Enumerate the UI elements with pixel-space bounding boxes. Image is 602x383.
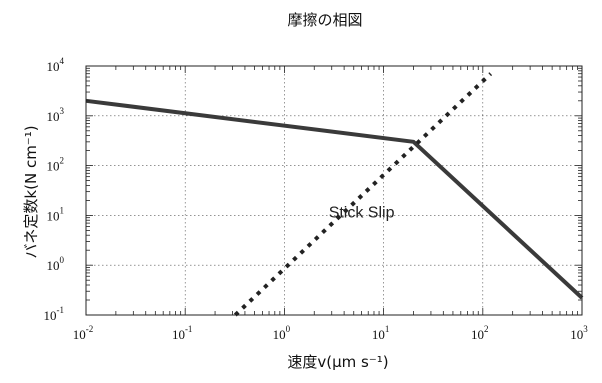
x-tick-label: 103 xyxy=(570,324,588,342)
x-tick-labels: 10-2 10-1 100 101 102 103 xyxy=(73,324,589,342)
y-tick-labels: 10-1 100 101 102 103 104 xyxy=(44,56,65,323)
x-tick-label: 100 xyxy=(273,324,291,342)
x-tick-label: 102 xyxy=(471,324,489,342)
y-tick-label: 102 xyxy=(47,156,65,174)
stick-slip-annotation: Stick Slip xyxy=(329,205,395,222)
y-tick-label: 100 xyxy=(47,255,65,273)
plot-background xyxy=(86,66,582,315)
chart-title: 摩擦の相図 xyxy=(287,11,362,29)
y-tick-label: 101 xyxy=(47,205,65,223)
minor-ticks xyxy=(85,66,582,316)
y-tick-label: 10-1 xyxy=(44,305,65,323)
y-tick-label: 103 xyxy=(47,106,65,124)
stick-slip-boundary-dotted-line xyxy=(233,72,493,317)
x-tick-label: 10-2 xyxy=(73,324,94,342)
y-tick-label: 104 xyxy=(47,56,65,74)
plot-area xyxy=(85,65,584,317)
x-tick-label: 101 xyxy=(372,324,390,342)
x-tick-label: 10-1 xyxy=(172,324,193,342)
y-axis-title: バネ定数k(N cm⁻¹) xyxy=(22,125,40,258)
plot-frame xyxy=(85,65,583,316)
x-axis-title: 速度v(μm s⁻¹) xyxy=(287,353,388,371)
